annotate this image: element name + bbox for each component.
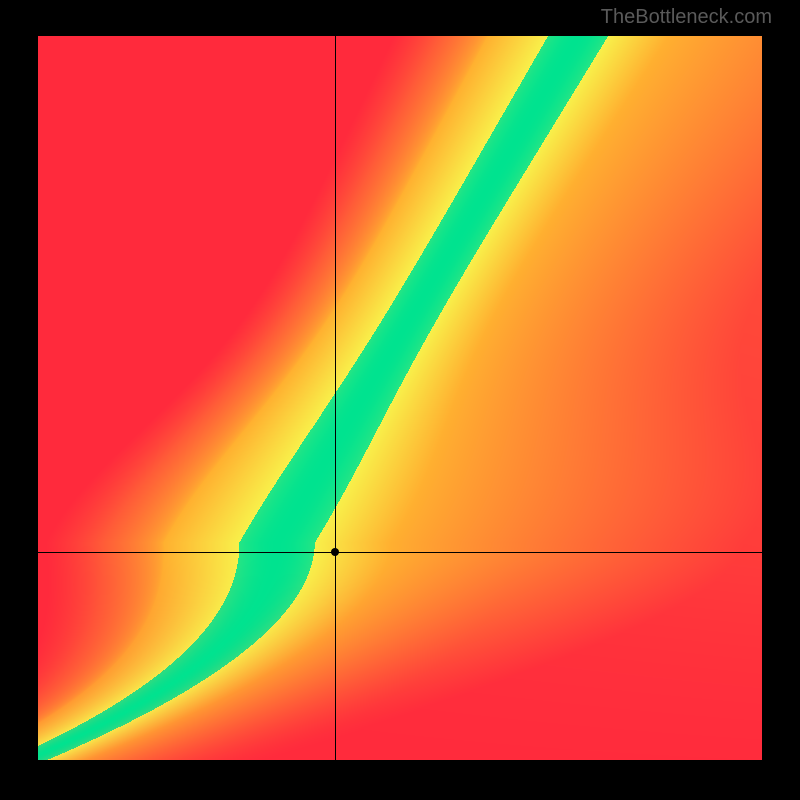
bottleneck-heatmap: [38, 36, 762, 760]
watermark-text: TheBottleneck.com: [601, 6, 772, 29]
chart-container: TheBottleneck.com: [0, 0, 800, 800]
crosshair-vertical: [335, 36, 336, 760]
crosshair-horizontal: [38, 552, 762, 553]
selected-point-marker: [331, 548, 339, 556]
